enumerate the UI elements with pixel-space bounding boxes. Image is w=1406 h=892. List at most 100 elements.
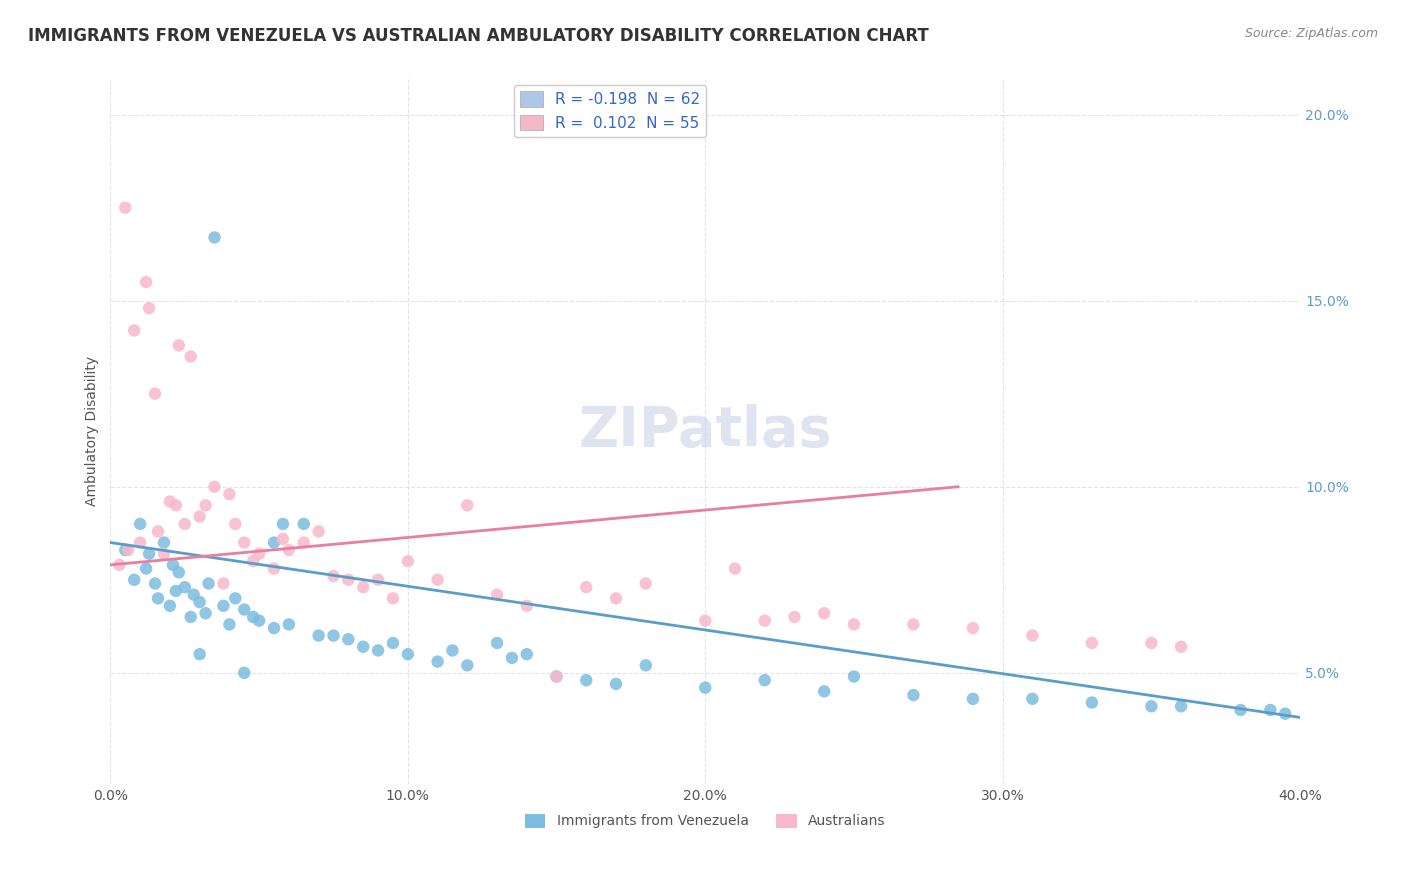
Point [159,599,181,613]
Point [204,480,226,494]
Point [337,573,360,587]
Point [165,499,187,513]
Point [167,338,190,352]
Text: ZIPatlas: ZIPatlas [578,404,832,458]
Point [247,547,270,561]
Point [1170,699,1192,714]
Point [114,201,136,215]
Point [962,621,984,635]
Point [605,591,627,606]
Point [233,602,256,616]
Text: IMMIGRANTS FROM VENEZUELA VS AUSTRALIAN AMBULATORY DISABILITY CORRELATION CHART: IMMIGRANTS FROM VENEZUELA VS AUSTRALIAN … [28,27,929,45]
Point [456,658,478,673]
Point [724,561,747,575]
Point [146,591,169,606]
Point [143,386,166,401]
Point [233,535,256,549]
Point [218,487,240,501]
Point [263,621,285,635]
Point [153,547,176,561]
Point [381,636,404,650]
Point [813,684,835,698]
Point [516,599,538,613]
Point [218,617,240,632]
Point [180,610,202,624]
Point [352,640,374,654]
Point [188,647,211,661]
Point [117,543,139,558]
Point [194,499,217,513]
Point [754,614,776,628]
Point [396,554,419,568]
Point [183,588,205,602]
Point [695,614,717,628]
Point [204,230,226,244]
Point [456,499,478,513]
Point [813,606,835,620]
Point [188,595,211,609]
Point [180,350,202,364]
Point [546,669,568,683]
Point [1274,706,1296,721]
Point [167,566,190,580]
Point [138,547,160,561]
Point [129,535,152,549]
Point [842,617,865,632]
Point [486,588,509,602]
Point [501,651,523,665]
Point [754,673,776,688]
Point [224,591,246,606]
Point [322,569,344,583]
Point [1081,696,1104,710]
Point [173,516,195,531]
Point [292,516,315,531]
Point [108,558,131,572]
Y-axis label: Ambulatory Disability: Ambulatory Disability [86,356,100,506]
Point [1260,703,1282,717]
Point [426,573,449,587]
Point [277,617,299,632]
Point [212,576,235,591]
Point [146,524,169,539]
Point [842,669,865,683]
Point [1021,691,1043,706]
Point [903,617,925,632]
Point [159,494,181,508]
Point [242,610,264,624]
Point [271,532,294,546]
Point [122,573,145,587]
Point [138,301,160,315]
Point [242,554,264,568]
Point [1021,629,1043,643]
Point [277,543,299,558]
Point [162,558,184,572]
Point [263,561,285,575]
Point [1229,703,1251,717]
Point [1081,636,1104,650]
Point [367,573,389,587]
Point [308,524,330,539]
Point [634,658,657,673]
Point [1170,640,1192,654]
Point [381,591,404,606]
Point [194,606,217,620]
Point [1140,636,1163,650]
Point [575,580,598,594]
Point [173,580,195,594]
Point [516,647,538,661]
Point [165,583,187,598]
Point [783,610,806,624]
Point [486,636,509,650]
Point [135,561,157,575]
Point [426,655,449,669]
Point [292,535,315,549]
Point [605,677,627,691]
Point [308,629,330,643]
Point [114,543,136,558]
Point [1140,699,1163,714]
Point [143,576,166,591]
Point [962,691,984,706]
Point [263,535,285,549]
Point [233,665,256,680]
Point [546,669,568,683]
